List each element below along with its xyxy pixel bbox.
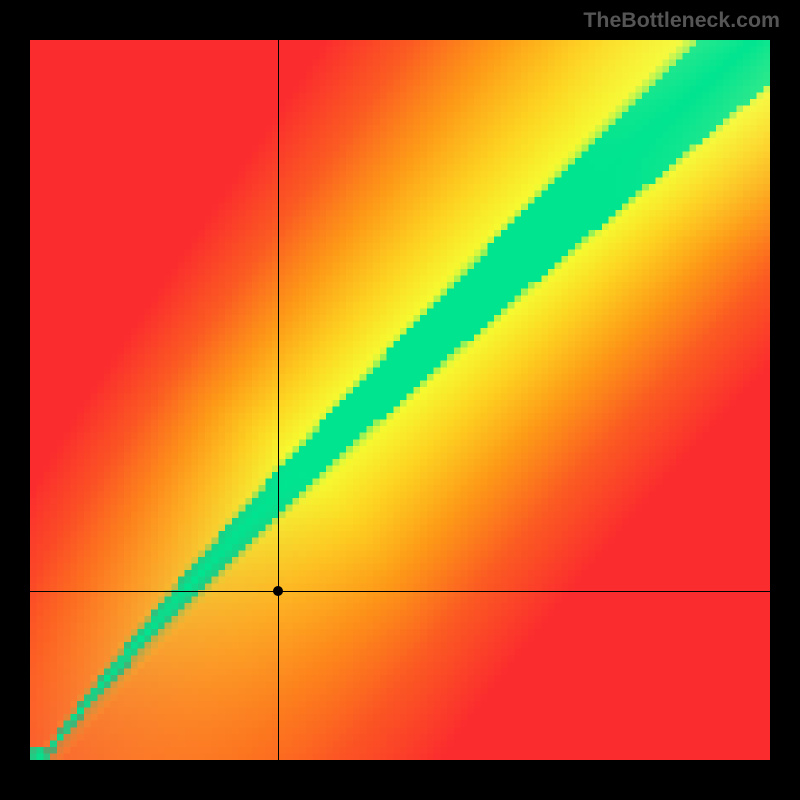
heatmap-canvas — [30, 40, 770, 760]
chart-container: TheBottleneck.com — [0, 0, 800, 800]
heatmap-plot — [30, 40, 770, 760]
crosshair-horizontal — [30, 591, 770, 592]
crosshair-vertical — [278, 40, 279, 760]
data-point-marker — [273, 586, 283, 596]
watermark-text: TheBottleneck.com — [583, 8, 780, 33]
